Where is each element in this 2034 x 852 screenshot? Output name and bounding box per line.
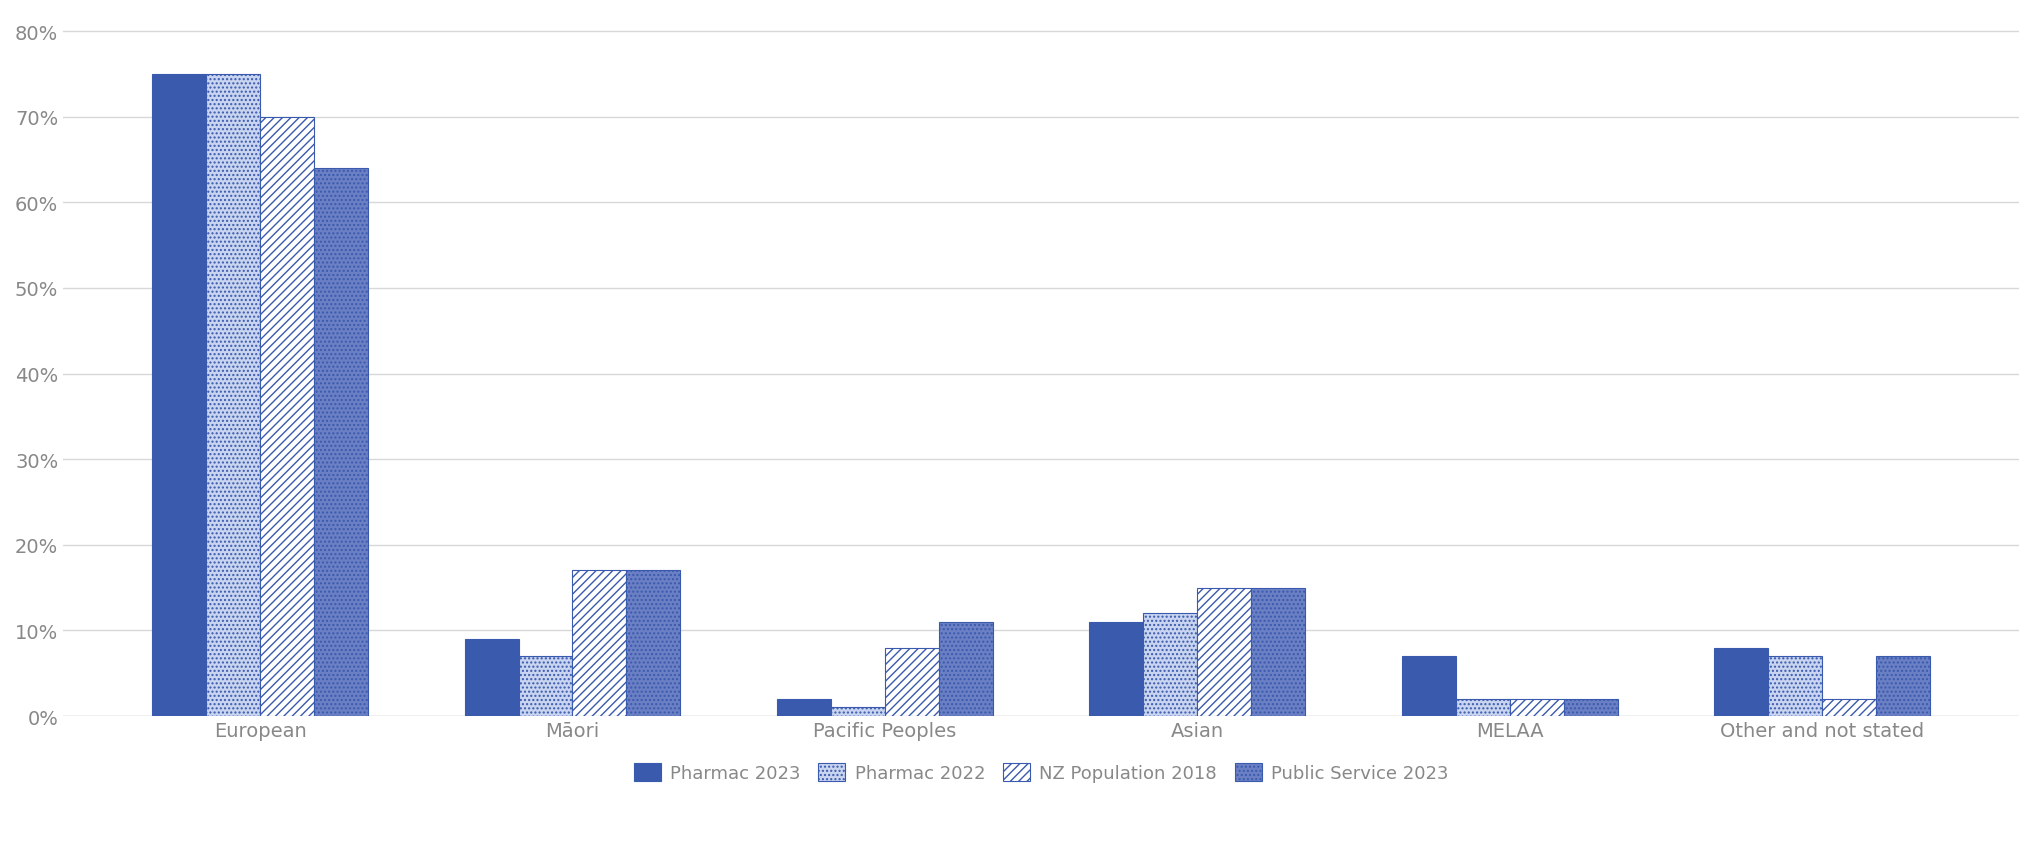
Bar xyxy=(940,622,993,717)
Bar xyxy=(626,571,681,717)
Bar xyxy=(1143,613,1198,717)
Bar xyxy=(1715,648,1768,717)
Bar xyxy=(464,639,519,717)
Bar xyxy=(519,656,572,717)
Bar xyxy=(1401,656,1456,717)
Bar xyxy=(832,708,885,717)
Bar xyxy=(1198,588,1251,717)
Bar xyxy=(205,75,260,717)
Bar xyxy=(777,699,832,717)
Bar xyxy=(313,169,368,717)
Bar xyxy=(572,571,626,717)
Bar xyxy=(1768,656,1822,717)
Bar xyxy=(885,648,940,717)
Bar xyxy=(1090,622,1143,717)
Bar xyxy=(153,75,205,717)
Bar xyxy=(1509,699,1564,717)
Bar xyxy=(1251,588,1306,717)
Legend: Pharmac 2023, Pharmac 2022, NZ Population 2018, Public Service 2023: Pharmac 2023, Pharmac 2022, NZ Populatio… xyxy=(624,754,1458,792)
Bar xyxy=(1564,699,1617,717)
Bar xyxy=(1456,699,1509,717)
Bar xyxy=(1822,699,1875,717)
Bar xyxy=(1875,656,1930,717)
Bar xyxy=(260,118,313,717)
